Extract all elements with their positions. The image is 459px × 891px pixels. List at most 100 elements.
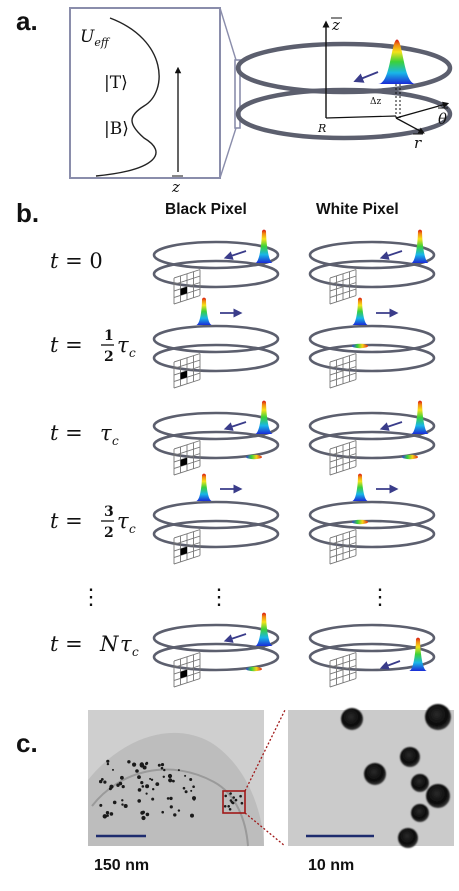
nanoparticle	[398, 828, 418, 848]
svg-text:t =: t =	[50, 333, 83, 357]
zoom-line-c-top	[244, 709, 286, 792]
nanoparticle-dot	[121, 799, 124, 802]
pixel-grid-line	[330, 459, 356, 469]
pixel-grid-white	[329, 529, 357, 565]
time-label-row-half: t = 1 2 τ c	[50, 328, 136, 365]
nanoparticle-dot	[140, 811, 145, 815]
nanoparticle-dot	[240, 801, 244, 805]
pixel-grid-white	[329, 440, 357, 476]
wavepacket-peak	[255, 229, 273, 263]
svg-text:τ: τ	[120, 632, 132, 656]
nanoparticle-dot	[108, 787, 112, 791]
nanoparticle-dot	[149, 777, 152, 780]
r-arrow	[395, 117, 425, 134]
nanoparticle-dot	[102, 814, 108, 819]
lower-ring	[308, 642, 436, 672]
vdots-label: ⋮	[80, 585, 102, 610]
nanoparticle-dot	[135, 769, 139, 773]
nanoparticle-dot	[169, 805, 173, 809]
nanoparticle	[341, 708, 363, 730]
time-label-row-n: t = N τ c	[50, 632, 139, 659]
lower-ring	[308, 259, 436, 289]
nanoparticle-dot	[152, 788, 155, 791]
nanoparticle-dot	[139, 762, 144, 767]
nanoparticle-dot	[160, 763, 165, 767]
nanoparticle-dot	[160, 766, 164, 770]
pixel-grid-line	[174, 295, 200, 305]
nanoparticle-dot	[106, 814, 109, 817]
pixel-grid-line	[330, 678, 356, 688]
nanoparticle	[425, 704, 451, 730]
wavepacket-flat	[402, 454, 418, 460]
pixel-grid-black	[173, 529, 201, 565]
delta-z-label: Δz	[370, 97, 381, 107]
nanoparticle-dot	[161, 810, 164, 814]
nanoparticle-dot	[224, 794, 227, 798]
nanoparticle-dot	[169, 796, 173, 801]
svg-text:τ: τ	[117, 333, 129, 357]
theta-arrow	[395, 101, 450, 119]
wavepacket-peak	[255, 400, 273, 434]
pixel-grid-line	[174, 678, 200, 688]
upper-ring	[308, 623, 436, 653]
nanoparticle-dot	[239, 794, 242, 798]
nanoparticle-dot	[105, 811, 110, 815]
svg-text:τ: τ	[117, 509, 129, 533]
panel-c-label: c.	[16, 728, 38, 758]
nanoparticle-dot	[118, 781, 123, 786]
nanoparticle-dot	[145, 762, 148, 766]
nanoparticle-dot	[112, 800, 117, 805]
zoomed-nanoparticles	[341, 704, 451, 848]
tem-cell-region	[88, 732, 264, 846]
upper-ring	[308, 324, 436, 354]
nanoparticle	[400, 747, 420, 767]
wavepacket-peak	[409, 637, 427, 671]
pixel-grid-line	[174, 529, 200, 539]
pixel-grid-line	[174, 548, 200, 558]
tem-nanoparticle-cluster	[99, 759, 244, 821]
scale-label-right: 10 nm	[308, 857, 354, 874]
upper-ring	[235, 41, 453, 95]
radius-line	[325, 115, 397, 119]
nanoparticle-dot	[166, 797, 170, 800]
wavepacket-peak	[378, 39, 416, 84]
motion-arrow	[223, 633, 247, 643]
lower-ring	[308, 343, 436, 373]
column-header-black-pixel: Black Pixel	[165, 201, 247, 218]
wavepacket-direction-arrow	[353, 71, 379, 83]
pixel-grid-line	[330, 295, 356, 305]
nanoparticle-dot	[141, 815, 146, 821]
upper-ring	[152, 500, 280, 530]
wavepacket-peak	[255, 612, 273, 646]
r-label: r	[414, 134, 422, 152]
nanoparticle-dot	[99, 803, 103, 807]
upper-ring	[308, 411, 436, 441]
pixel-grid-line	[174, 379, 200, 389]
nanoparticle-dot	[182, 786, 186, 790]
ueff-symbol: U	[80, 27, 95, 47]
wavepacket-peak	[196, 473, 212, 501]
nanoparticle-dot	[157, 763, 161, 767]
tem-membrane	[91, 768, 249, 847]
svg-text:Ueff: Ueff	[80, 27, 111, 49]
panel-b-label: b.	[16, 198, 39, 228]
nanoparticle-dot	[100, 778, 104, 781]
pixel-grid-line	[330, 671, 356, 681]
wavepacket-peak	[411, 229, 429, 263]
nanoparticle-dot	[106, 759, 110, 763]
black-pixel	[180, 669, 187, 679]
bottom-state-label: |B⟩	[104, 119, 129, 139]
nanoparticle	[364, 763, 386, 785]
pixel-grid-line	[174, 440, 200, 450]
upper-ring	[152, 411, 280, 441]
potential-inset-frame	[69, 7, 221, 179]
svg-text:c: c	[132, 645, 139, 659]
nanoparticle-dot	[120, 775, 124, 780]
upper-ring	[308, 500, 436, 530]
panel-a: a. Ueff |T⟩ |B⟩ z z R Δz	[16, 6, 453, 196]
wavepacket-flat	[352, 343, 368, 349]
zoom-line-top	[219, 7, 237, 61]
pixel-grid-black	[173, 440, 201, 476]
vdots-white: ⋮	[369, 585, 391, 610]
motion-arrow	[223, 421, 247, 431]
